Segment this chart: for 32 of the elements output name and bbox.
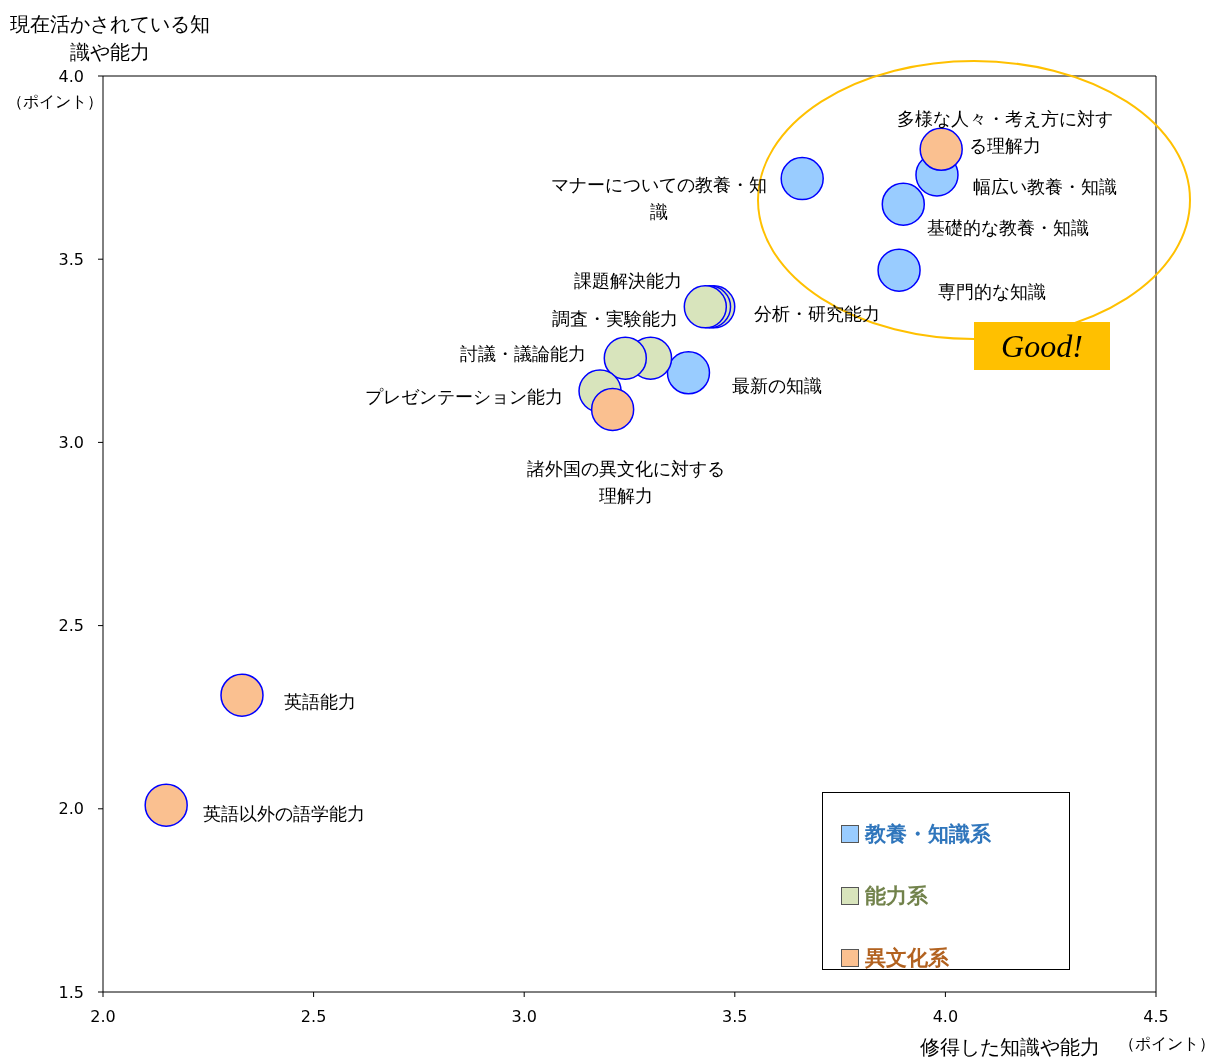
y-axis-title: 現在活かされている知識や能力 [9,11,211,66]
x-tick-label: 4.5 [1143,1007,1169,1027]
y-tick-label: 2.5 [58,616,84,636]
y-tick-label: 1.5 [58,982,84,1002]
annotation: 討議・議論能力 [459,342,588,367]
x-tick-label: 4.0 [932,1007,959,1027]
x-tick-label: 3.5 [722,1007,748,1027]
legend-label: 異文化系 [865,945,949,972]
x-tick-label: 2.0 [90,1007,116,1027]
annotation: 課題解決能力 [572,268,683,293]
x-axis-title: 修得した知識や能力 [920,1035,1100,1059]
legend-label: 能力系 [865,883,928,910]
text: （ポイント） [6,92,104,113]
x-tick-label: 3.0 [511,1007,537,1027]
y-tick-label: 3.0 [58,433,84,453]
annotation: 調査・実験能力 [552,307,679,329]
y-tick-label: 2.0 [58,799,84,819]
y-tick-label: 3.5 [58,249,84,269]
annotation: 多様な人々・考え方に対する理解力 [896,107,1115,159]
annotation: Good! [974,322,1110,370]
annotation: 英語能力 [283,690,357,715]
annotation: 専門的な知識 [938,281,1047,303]
text: （ポイント） [1118,1034,1216,1055]
annotation: 英語以外の語学能力 [202,802,367,827]
annotation: 幅広い教養・知識 [971,174,1118,199]
y-tick-label: 4.0 [58,66,84,86]
annotation: プレゼンテーション能力 [364,385,564,410]
annotation: 基礎的な教養・知識 [926,216,1091,241]
annotation: 諸外国の異文化に対する理解力 [525,457,726,509]
legend-label: 教養・知識系 [865,821,991,848]
annotation: 最新の知識 [731,373,824,398]
x-tick-label: 2.5 [300,1007,327,1027]
